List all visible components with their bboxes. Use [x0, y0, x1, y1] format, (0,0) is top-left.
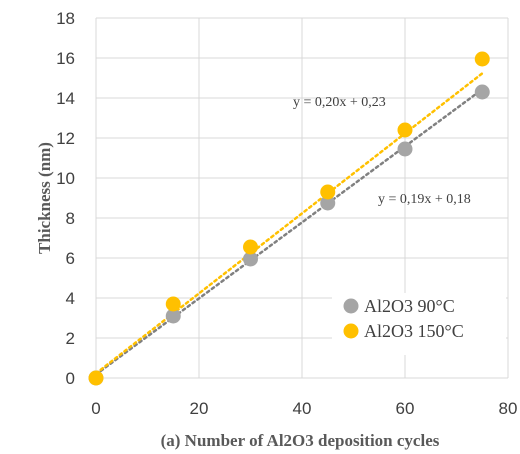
- y-tick-label: 8: [66, 209, 75, 228]
- data-point-150: [88, 370, 104, 386]
- trendline-150: [94, 72, 484, 375]
- data-point-150: [165, 296, 181, 312]
- data-point-150: [397, 122, 413, 138]
- y-tick-label: 10: [56, 169, 75, 188]
- trendlines: [94, 72, 484, 376]
- data-point-150: [474, 51, 490, 67]
- data-point-90: [474, 84, 490, 100]
- data-point-90: [320, 195, 336, 211]
- y-axis-title: Thickness (nm): [35, 142, 54, 254]
- y-tick-label: 0: [66, 369, 75, 388]
- legend: Al2O3 90°C Al2O3 150°C: [332, 293, 506, 355]
- legend-marker-90: [343, 298, 359, 314]
- data-point-90: [397, 141, 413, 157]
- tick-labels: 0 2 4 6 8 10 12 14 16 18 0 20 40 60 80: [56, 9, 517, 418]
- legend-label-90: Al2O3 90°C: [364, 296, 455, 316]
- trendline-equation-90: y = 0,19x + 0,18: [378, 192, 471, 207]
- x-tick-label: 20: [190, 399, 209, 418]
- legend-marker-150: [343, 323, 359, 339]
- x-tick-label: 80: [499, 399, 518, 418]
- trendline-equation-150: y = 0,20x + 0,23: [293, 95, 386, 110]
- legend-label-150: Al2O3 150°C: [364, 321, 464, 341]
- data-point-150: [320, 184, 336, 200]
- x-tick-label: 0: [91, 399, 100, 418]
- y-tick-label: 14: [56, 89, 75, 108]
- y-tick-label: 2: [66, 329, 75, 348]
- data-points: [88, 51, 490, 386]
- x-tick-label: 40: [293, 399, 312, 418]
- y-tick-label: 4: [66, 289, 75, 308]
- data-point-90: [243, 251, 258, 267]
- y-tick-label: 16: [56, 49, 75, 68]
- y-tick-label: 18: [56, 9, 75, 28]
- y-tick-label: 6: [66, 249, 75, 268]
- data-point-150: [243, 239, 258, 255]
- x-tick-label: 60: [396, 399, 415, 418]
- data-point-90: [165, 308, 181, 324]
- legend-background: [332, 293, 506, 355]
- y-tick-label: 12: [56, 129, 75, 148]
- x-axis-title: (a) Number of Al2O3 deposition cycles: [161, 431, 440, 450]
- trendline-90: [94, 88, 484, 376]
